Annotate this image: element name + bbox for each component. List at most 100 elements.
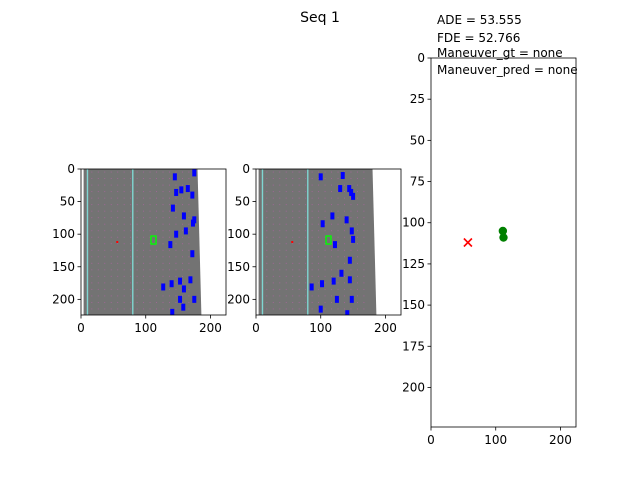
bev1-lane-dot [169, 236, 170, 238]
metric-fde: FDE = 52.766 [437, 31, 520, 45]
bev2-lane-dot [331, 256, 332, 258]
bev1-lane-dot [149, 282, 151, 284]
bev2-lane-dot [305, 223, 307, 225]
bev2-lane-dot [272, 249, 274, 251]
bev2-lane-dot [356, 295, 358, 297]
bev1-lane-dot [175, 243, 177, 245]
bev1-lane-dot [97, 204, 99, 206]
bev1-lane-dot [104, 197, 106, 199]
bev2-lane-dot [324, 288, 326, 290]
bev2-lane-dot [344, 184, 345, 186]
bev1-lane-dot [169, 275, 170, 277]
bev1-lane-dot [143, 191, 145, 193]
bev1-lane-dot [104, 256, 106, 258]
bev2-lane-dot [350, 171, 352, 173]
bev1-lane-dot [110, 295, 112, 297]
bev1-lane-dot [136, 204, 138, 206]
bev1-lane-dot [91, 249, 93, 251]
bev2-target-marker [291, 241, 294, 243]
bev2-vehicle [340, 172, 345, 180]
bev1-lane-dot [181, 236, 183, 238]
bev1-lane-dot [156, 230, 157, 232]
bev2-lane-dot [344, 243, 345, 245]
bev1-lane-dot [110, 230, 112, 232]
bev2-lane-dot [331, 275, 332, 277]
bev2-lane-dot [285, 308, 287, 310]
bev2-lane-dot [305, 217, 307, 219]
bev1-lane-dot [162, 301, 164, 303]
bev1-lane-dot [123, 308, 125, 310]
bev1-lane-dot [104, 184, 106, 186]
bev1-lane-dot [123, 197, 125, 199]
bev2-lane-dot [298, 243, 300, 245]
bev2-lane-dot [356, 171, 358, 173]
bev1-lane-dot [97, 275, 99, 277]
bev1-lane-dot [156, 308, 157, 310]
bev2-lane-dot [279, 178, 281, 180]
bev2-lane-dot [266, 269, 268, 271]
bev1-lane-dot [181, 223, 183, 225]
bev2-lane-dot [350, 210, 352, 212]
bev1-lane-dot [169, 171, 170, 173]
bev2-xtick-label: 200 [374, 321, 397, 335]
traj-ytick-label: 200 [402, 380, 425, 394]
bev1-lane-dot [117, 249, 119, 251]
bev2-lane-dot [363, 288, 365, 290]
bev2-lane-dot [266, 197, 268, 199]
bev2-lane-dot [337, 288, 339, 290]
bev1-lane-dot [91, 171, 93, 173]
bev1-lane-dot [123, 249, 125, 251]
bev1-lane-dot [117, 191, 119, 193]
bev1-lane-dot [130, 217, 132, 219]
bev2-vehicle [318, 305, 323, 313]
bev1-lane-dot [149, 301, 151, 303]
bev2-xtick-label: 100 [309, 321, 332, 335]
bev1-lane-dot [149, 178, 151, 180]
bev1-lane-dot [169, 204, 170, 206]
bev1-vehicle [190, 219, 195, 227]
bev1-lane-dot [110, 308, 112, 310]
bev1-vehicle [181, 303, 186, 311]
bev1-lane-dot [104, 288, 106, 290]
bev1-lane-dot [104, 262, 106, 264]
bev2-lane-dot [266, 288, 268, 290]
bev2-lane-dot [305, 301, 307, 303]
bev1-lane-dot [162, 295, 164, 297]
bev2-lane-dot [344, 301, 345, 303]
bev1-lane-dot [136, 243, 138, 245]
bev2-lane-dot [356, 288, 358, 290]
bev1-lane-dot [162, 236, 164, 238]
bev1-lane-dot [91, 295, 93, 297]
bev2-lane-dot [292, 171, 294, 173]
bev2-lane-dot [331, 171, 332, 173]
bev1-lane-dot [136, 249, 138, 251]
bev1-lane-dot [143, 210, 145, 212]
bev2-lane-dot [285, 295, 287, 297]
bev1-lane-dot [110, 256, 112, 258]
bev2-lane-dot [272, 217, 274, 219]
bev1-lane-dot [156, 262, 157, 264]
bev2-lane-dot [363, 217, 365, 219]
bev2-lane-dot [331, 178, 332, 180]
bev1-lane-dot [110, 217, 112, 219]
bev1-lane-dot [91, 197, 93, 199]
bev2-lane-dot [292, 184, 294, 186]
bev2-lane-dot [266, 191, 268, 193]
bev1-lane-dot [97, 269, 99, 271]
bev1-lane-dot [117, 171, 119, 173]
bev1-lane-dot [143, 282, 145, 284]
bev1-lane-dot [162, 191, 164, 193]
bev1-lane-dot [143, 204, 145, 206]
bev2-lane-dot [266, 184, 268, 186]
bev2-lane-dot [298, 282, 300, 284]
bev1-lane-dot [143, 256, 145, 258]
bev2-vehicle [349, 188, 354, 196]
bev1-lane-dot [130, 243, 132, 245]
bev2-lane-dot [266, 308, 268, 310]
bev1-lane-dot [162, 282, 164, 284]
bev2-lane-dot [344, 210, 345, 212]
bev2-lane-dot [266, 217, 268, 219]
bev2-lane-dot [318, 178, 320, 180]
bev2-lane-dot [272, 282, 274, 284]
bev2-lane-dot [298, 275, 300, 277]
